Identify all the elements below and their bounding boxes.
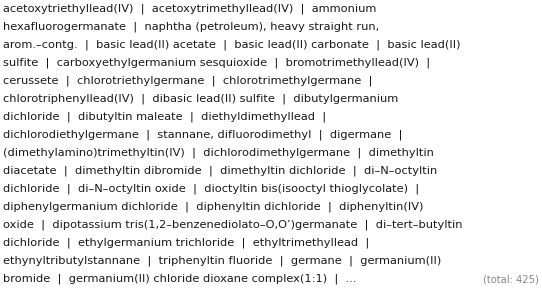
- Text: oxide  |  dipotassium tris(1,2–benzenediolato–O,O’)germanate  |  di–tert–butylti: oxide | dipotassium tris(1,2–benzenediol…: [3, 220, 462, 230]
- Text: ethynyltributylstannane  |  triphenyltin fluoride  |  germane  |  germanium(II): ethynyltributylstannane | triphenyltin f…: [3, 256, 441, 267]
- Text: dichloride  |  dibutyltin maleate  |  diethyldimethyllead  |: dichloride | dibutyltin maleate | diethy…: [3, 112, 326, 123]
- Text: diphenylgermanium dichloride  |  diphenyltin dichloride  |  diphenyltin(IV): diphenylgermanium dichloride | diphenylt…: [3, 202, 423, 212]
- Text: acetoxytriethyllead(IV)  |  acetoxytrimethyllead(IV)  |  ammonium: acetoxytriethyllead(IV) | acetoxytrimeth…: [3, 4, 376, 15]
- Text: (dimethylamino)trimethyltin(IV)  |  dichlorodimethylgermane  |  dimethyltin: (dimethylamino)trimethyltin(IV) | dichlo…: [3, 148, 434, 158]
- Text: arom.–contg.  |  basic lead(II) acetate  |  basic lead(II) carbonate  |  basic l: arom.–contg. | basic lead(II) acetate | …: [3, 40, 461, 50]
- Text: chlorotriphenyllead(IV)  |  dibasic lead(II) sulfite  |  dibutylgermanium: chlorotriphenyllead(IV) | dibasic lead(I…: [3, 94, 398, 105]
- Text: bromide  |  germanium(II) chloride dioxane complex(1:1)  |  ...: bromide | germanium(II) chloride dioxane…: [3, 274, 357, 285]
- Text: (total: 425): (total: 425): [483, 274, 539, 284]
- Text: cerussete  |  chlorotriethylgermane  |  chlorotrimethylgermane  |: cerussete | chlorotriethylgermane | chlo…: [3, 76, 372, 87]
- Text: dichloride  |  ethylgermanium trichloride  |  ethyltrimethyllead  |: dichloride | ethylgermanium trichloride …: [3, 238, 370, 248]
- Text: dichlorodiethylgermane  |  stannane, difluorodimethyl  |  digermane  |: dichlorodiethylgermane | stannane, diflu…: [3, 130, 403, 140]
- Text: sulfite  |  carboxyethylgermanium sesquioxide  |  bromotrimethyllead(IV)  |: sulfite | carboxyethylgermanium sesquiox…: [3, 58, 430, 68]
- Text: diacetate  |  dimethyltin dibromide  |  dimethyltin dichloride  |  di–N–octyltin: diacetate | dimethyltin dibromide | dime…: [3, 166, 437, 177]
- Text: hexafluorogermanate  |  naphtha (petroleum), heavy straight run,: hexafluorogermanate | naphtha (petroleum…: [3, 22, 379, 33]
- Text: dichloride  |  di–N–octyltin oxide  |  dioctyltin bis(isooctyl thioglycolate)  |: dichloride | di–N–octyltin oxide | dioct…: [3, 184, 420, 195]
